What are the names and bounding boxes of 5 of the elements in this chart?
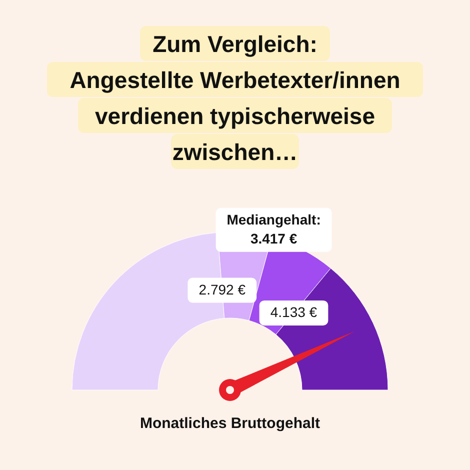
slice-label: 2.792 € [198, 281, 246, 298]
text: Monatliches Bruttogehalt [140, 415, 320, 432]
chart-title: Zum Vergleich: Angestellte Werbetexter/innen verdienen typischerweise zwischen… [70, 31, 400, 165]
slice-label: 4.133 € [270, 304, 318, 320]
slice-label: Mediangehalt: 3.417 € [226, 212, 321, 247]
